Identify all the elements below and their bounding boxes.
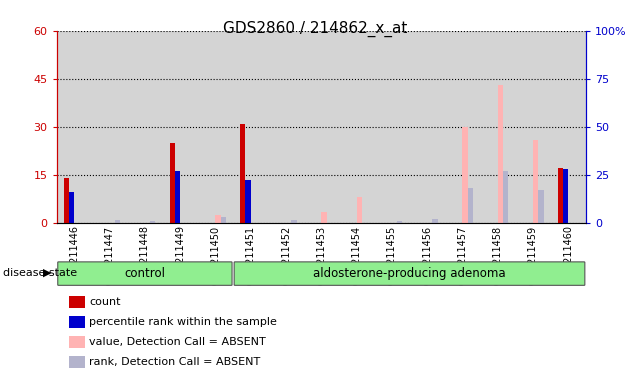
- Bar: [432, 219, 438, 223]
- Bar: [64, 178, 69, 223]
- Bar: [321, 212, 326, 223]
- Bar: [498, 85, 503, 223]
- Bar: [246, 180, 251, 223]
- Text: percentile rank within the sample: percentile rank within the sample: [89, 317, 277, 327]
- Text: control: control: [124, 266, 166, 280]
- Bar: [503, 171, 508, 223]
- Bar: [397, 221, 403, 223]
- Bar: [291, 220, 297, 223]
- Bar: [462, 127, 467, 223]
- Bar: [558, 168, 563, 223]
- Bar: [169, 143, 175, 223]
- Bar: [357, 197, 362, 223]
- Bar: [467, 188, 473, 223]
- Bar: [150, 221, 156, 223]
- Text: aldosterone-producing adenoma: aldosterone-producing adenoma: [313, 266, 506, 280]
- Bar: [538, 190, 544, 223]
- FancyBboxPatch shape: [234, 262, 585, 285]
- Text: count: count: [89, 297, 121, 307]
- Bar: [175, 171, 180, 223]
- Bar: [220, 217, 226, 223]
- Text: rank, Detection Call = ABSENT: rank, Detection Call = ABSENT: [89, 357, 261, 367]
- FancyBboxPatch shape: [58, 262, 232, 285]
- Text: disease state: disease state: [3, 268, 77, 278]
- Bar: [240, 124, 246, 223]
- Bar: [215, 215, 220, 223]
- Text: ▶: ▶: [43, 268, 52, 278]
- Bar: [69, 192, 74, 223]
- Text: value, Detection Call = ABSENT: value, Detection Call = ABSENT: [89, 337, 266, 347]
- Bar: [533, 139, 538, 223]
- Bar: [563, 169, 568, 223]
- Bar: [115, 220, 120, 223]
- Text: GDS2860 / 214862_x_at: GDS2860 / 214862_x_at: [223, 21, 407, 37]
